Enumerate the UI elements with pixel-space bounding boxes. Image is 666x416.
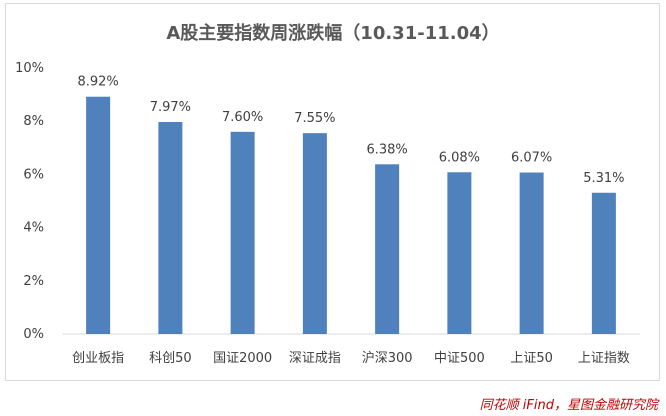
bar xyxy=(591,192,616,334)
bar-chart: A股主要指数周涨跌幅（10.31-11.04） 0% 2% 4% 6% 8% 10% 8.… xyxy=(15,22,640,366)
y-tick-label: 6% xyxy=(23,167,44,182)
chart-title: A股主要指数周涨跌幅（10.31-11.04） xyxy=(166,22,499,44)
bar xyxy=(447,172,472,334)
data-label: 7.97% xyxy=(150,100,191,115)
x-tick-label: 上证指数 xyxy=(578,351,630,366)
bar xyxy=(302,133,327,334)
bar xyxy=(375,164,400,334)
y-tick-label: 4% xyxy=(23,221,44,236)
x-tick-label: 国证2000 xyxy=(213,351,272,366)
data-label: 8.92% xyxy=(77,75,118,90)
x-tick-label: 上证50 xyxy=(510,351,553,366)
x-tick-label: 中证500 xyxy=(434,351,485,366)
bar xyxy=(230,131,255,334)
y-tick-label: 8% xyxy=(23,114,44,129)
bar xyxy=(158,121,183,334)
data-label: 5.31% xyxy=(583,171,624,186)
bar xyxy=(86,96,111,334)
data-label: 6.07% xyxy=(511,151,552,166)
x-tick-label: 深证成指 xyxy=(289,351,341,366)
bar xyxy=(519,172,544,334)
x-axis: 创业板指 科创50 国证2000 深证成指 沪深300 中证500 上证50 上证指数 xyxy=(72,350,630,366)
y-axis: 0% 2% 4% 6% 8% 10% xyxy=(15,61,44,342)
x-tick-label: 沪深300 xyxy=(362,350,413,366)
y-tick-label: 10% xyxy=(15,61,44,76)
y-tick-label: 0% xyxy=(23,327,44,342)
data-labels: 8.92% 7.97% 7.60% 7.55% 6.38% 6.08% 6.07% 5.31% xyxy=(77,75,624,186)
bars xyxy=(86,96,616,334)
data-label: 7.60% xyxy=(222,110,263,125)
y-tick-label: 2% xyxy=(23,274,44,289)
chart-frame xyxy=(5,3,660,381)
data-label: 6.08% xyxy=(439,150,480,165)
x-tick-label: 创业板指 xyxy=(72,351,124,366)
source-note: 同花顺 iFind，星图金融研究院 xyxy=(479,398,658,413)
data-label: 6.38% xyxy=(366,142,407,157)
data-label: 7.55% xyxy=(294,111,335,126)
x-tick-label: 科创50 xyxy=(149,351,192,366)
